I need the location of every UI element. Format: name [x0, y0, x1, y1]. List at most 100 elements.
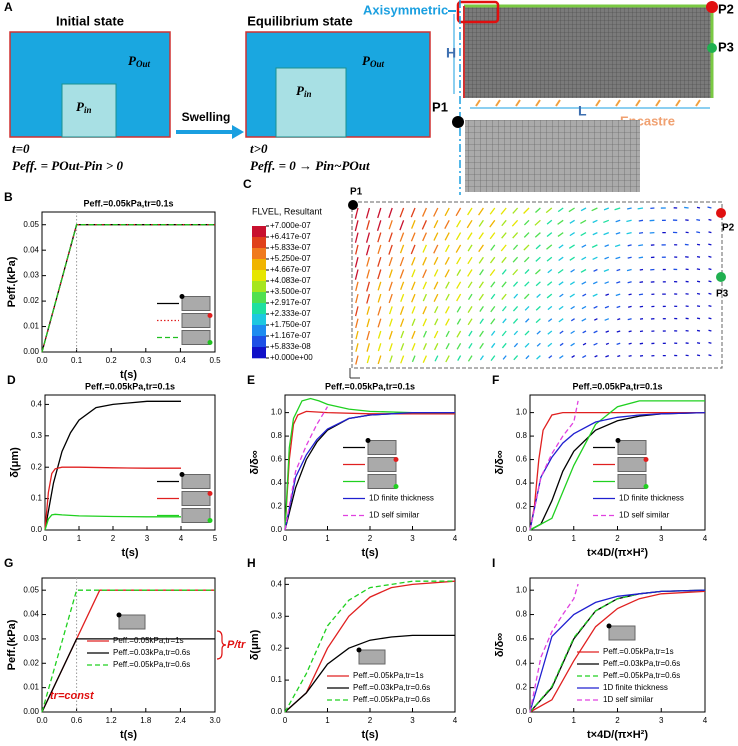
- velocity-arrow: [696, 292, 701, 295]
- velocity-arrow: [593, 305, 598, 309]
- velocity-arrow: [489, 232, 496, 240]
- colorbar-label: +3.500e-07: [270, 287, 311, 296]
- series-line: [284, 406, 329, 531]
- velocity-arrow: [411, 330, 416, 339]
- velocity-arrow: [434, 343, 439, 351]
- velocity-arrow: [569, 256, 575, 261]
- point-label: P2: [718, 1, 734, 16]
- velocity-arrow: [400, 355, 405, 364]
- velocity-arrow: [434, 306, 439, 314]
- y-axis-label: δ(μm): [9, 447, 21, 478]
- arrow-head: [232, 125, 244, 139]
- y-tick-label: 0.6: [516, 634, 528, 643]
- velocity-arrow: [355, 281, 359, 292]
- subscript: Out: [136, 59, 151, 69]
- y-tick-label: 0.01: [23, 322, 39, 331]
- velocity-arrow: [354, 244, 359, 255]
- panel-label: A: [4, 0, 13, 14]
- velocity-arrow: [366, 355, 371, 364]
- legend-icon: [617, 457, 647, 472]
- velocity-arrow: [696, 231, 701, 234]
- velocity-arrow: [490, 330, 496, 336]
- velocity-arrow: [708, 268, 712, 271]
- legend-icon-dot: [207, 340, 213, 345]
- process-label: Swelling: [182, 110, 231, 124]
- velocity-arrow: [388, 207, 393, 218]
- legend-icon-dot: [179, 472, 185, 477]
- velocity-arrow: [617, 318, 621, 321]
- velocity-arrow: [377, 343, 382, 352]
- velocity-arrow: [399, 232, 405, 242]
- velocity-arrow: [628, 354, 632, 357]
- velocity-arrow: [523, 244, 530, 251]
- velocity-arrow: [626, 231, 632, 235]
- legend-label: Peff.=0.03kPa,tr=0.6s: [113, 648, 190, 657]
- velocity-arrow: [614, 244, 621, 248]
- colorbar-cell: [252, 226, 266, 238]
- velocity-arrow: [615, 219, 621, 223]
- velocity-arrow: [489, 219, 496, 228]
- panel-label: D: [7, 373, 16, 387]
- velocity-arrow: [708, 243, 712, 246]
- velocity-arrow: [708, 218, 712, 221]
- domain-outline: [351, 201, 723, 369]
- velocity-arrow: [696, 243, 701, 246]
- velocity-arrow: [388, 256, 393, 267]
- velocity-arrow: [366, 281, 371, 292]
- series-line: [44, 466, 181, 531]
- velocity-arrow: [411, 256, 416, 266]
- velocity-arrow: [605, 354, 610, 358]
- velocity-arrow: [355, 343, 359, 352]
- velocity-arrow: [558, 244, 564, 249]
- velocity-arrow: [696, 329, 701, 332]
- colorbar-label: +6.417e-07: [270, 232, 311, 241]
- velocity-arrow: [355, 318, 359, 329]
- y-tick-label: 0.00: [23, 347, 39, 356]
- velocity-arrow: [501, 330, 507, 337]
- variable-label: FLVEL, Resultant: [252, 206, 322, 216]
- velocity-arrow: [467, 293, 473, 301]
- velocity-arrow: [479, 269, 484, 276]
- velocity-arrow: [524, 281, 530, 287]
- velocity-arrow: [455, 232, 462, 241]
- velocity-arrow: [377, 281, 382, 291]
- velocity-arrow: [570, 318, 575, 322]
- velocity-arrow: [570, 305, 575, 310]
- velocity-arrow: [604, 256, 610, 260]
- velocity-arrow: [411, 306, 416, 314]
- velocity-arrow: [547, 268, 553, 274]
- colorbar-label: +5.250e-07: [270, 254, 311, 263]
- x-tick-label: 1: [572, 534, 577, 543]
- velocity-arrow: [512, 232, 519, 239]
- plot-frame: [41, 211, 216, 353]
- velocity-arrow: [616, 342, 621, 346]
- series-line: [529, 400, 705, 531]
- velocity-arrow: [557, 268, 564, 274]
- velocity-arrow: [366, 269, 371, 279]
- legend-icon-dot: [116, 612, 122, 618]
- velocity-arrow: [511, 219, 519, 227]
- velocity-arrow: [434, 318, 439, 326]
- velocity-arrow: [696, 268, 701, 271]
- velocity-arrow: [523, 293, 530, 300]
- velocity-arrow: [559, 342, 564, 347]
- legend-label: 1D finite thickness: [603, 683, 668, 692]
- velocity-arrow: [525, 355, 530, 360]
- legend-label: Peff.=0.05kPa,tr=1s: [353, 671, 424, 680]
- velocity-arrow: [628, 330, 632, 333]
- velocity-arrow: [639, 305, 644, 308]
- y-tick-label: 0.2: [271, 502, 283, 511]
- velocity-arrow: [603, 219, 610, 224]
- legend-icon: [118, 614, 146, 630]
- velocity-arrow: [708, 231, 712, 234]
- y-tick-label: 0.2: [31, 462, 43, 471]
- dimension-label: L: [578, 103, 587, 119]
- velocity-arrow: [377, 257, 382, 267]
- velocity-arrow: [696, 317, 701, 320]
- velocity-arrow: [399, 207, 405, 218]
- state-title: Equilibrium state: [247, 13, 352, 28]
- y-axis-label: Peff.(kPa): [6, 619, 18, 670]
- velocity-arrow: [444, 232, 450, 241]
- x-tick-label: 2: [111, 534, 116, 543]
- y-axis-label: δ/δ∞: [249, 450, 261, 474]
